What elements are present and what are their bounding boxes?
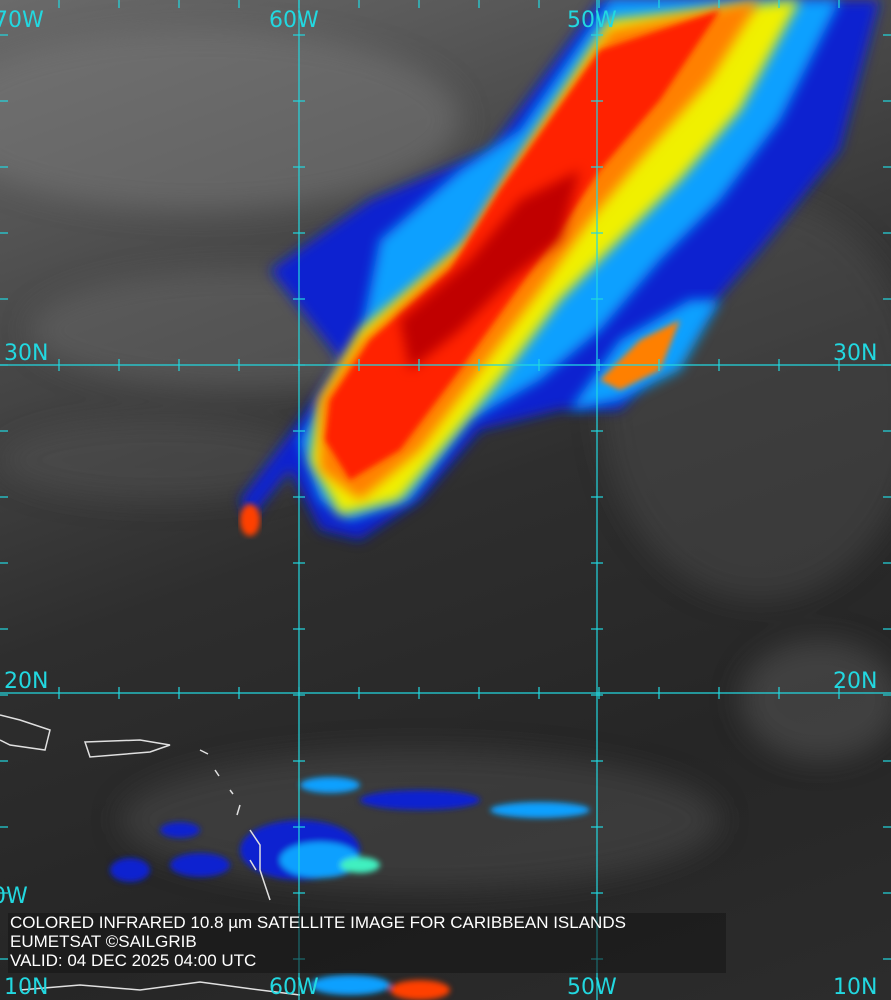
coastlines [0, 714, 301, 996]
left-label-10n: 10N [4, 975, 49, 1000]
top-label-60w: 60W [269, 8, 319, 33]
left-label-30n: 30N [4, 341, 49, 366]
right-label-20n: 20N [833, 669, 878, 694]
right-label-10n: 10N [833, 975, 878, 1000]
caption-valid-time: VALID: 04 DEC 2025 04:00 UTC [10, 951, 257, 970]
image-caption: COLORED INFRARED 10.8 µm SATELLITE IMAGE… [8, 913, 726, 973]
bottom-label-70w: 70W [0, 884, 28, 909]
convective-cloud-band [240, 0, 880, 540]
top-label-50w: 50W [567, 8, 617, 33]
bottom-label-60w: 60W [269, 975, 319, 1000]
caribbean-convection [110, 777, 590, 1000]
top-label-70w: 70W [0, 8, 44, 33]
left-label-20n: 20N [4, 669, 49, 694]
caption-title: COLORED INFRARED 10.8 µm SATELLITE IMAGE… [10, 913, 626, 932]
right-label-30n: 30N [833, 341, 878, 366]
caption-credit: EUMETSAT ©SAILGRIB [10, 932, 197, 951]
bottom-label-50w: 50W [567, 975, 617, 1000]
